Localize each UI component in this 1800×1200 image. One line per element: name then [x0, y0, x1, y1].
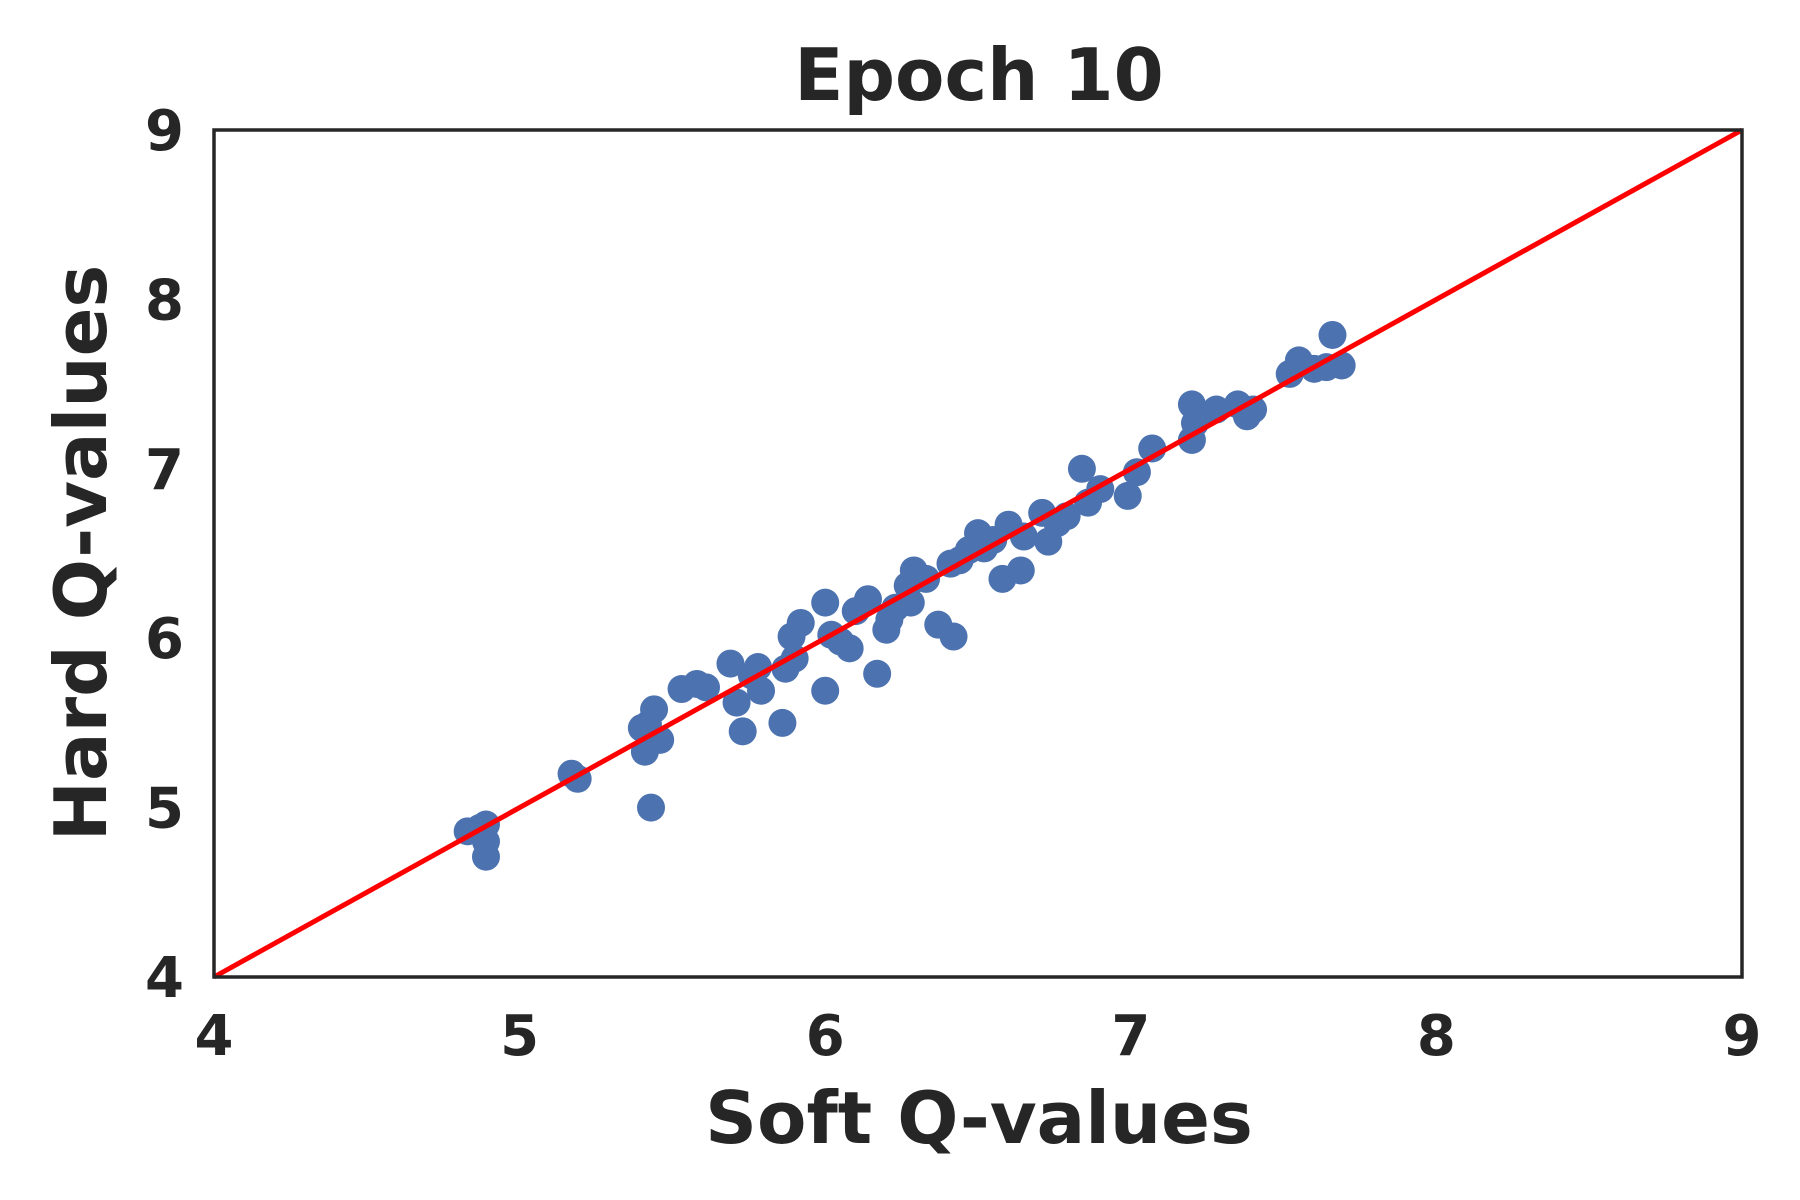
scatter-point [637, 793, 666, 822]
scatter-point [1006, 556, 1035, 585]
x-tick-label: 4 [195, 1004, 234, 1069]
chart-title: Epoch 10 [794, 33, 1163, 117]
scatter-point [786, 608, 815, 637]
scatter-point [939, 622, 968, 651]
x-tick-label: 9 [1723, 1004, 1762, 1069]
scatter-point [1318, 320, 1347, 349]
scatter-point [768, 708, 797, 737]
scatter-point [716, 649, 745, 678]
scatter-point [747, 676, 776, 705]
x-axis-label: Soft Q-values [705, 1076, 1253, 1160]
y-tick-label: 5 [145, 777, 184, 842]
scatter-point [863, 659, 892, 688]
y-axis-label: Hard Q-values [39, 265, 123, 842]
x-tick-label: 5 [500, 1004, 539, 1069]
y-tick-labels: 4 5 6 7 8 9 [145, 99, 184, 1011]
scatter-point [471, 842, 500, 871]
scatter-point [722, 688, 751, 717]
scatter-point [1113, 481, 1142, 510]
scatter-point [692, 673, 721, 702]
x-tick-label: 7 [1111, 1004, 1150, 1069]
scatter-point [1067, 454, 1096, 483]
scatter-point [811, 588, 840, 617]
plot-frame [212, 128, 1744, 979]
y-tick-label: 8 [145, 268, 184, 333]
scatter-point [835, 634, 864, 663]
x-tick-label: 6 [806, 1004, 845, 1069]
scatter-point [811, 676, 840, 705]
identity-line [212, 127, 1744, 980]
x-tick-labels: 4 5 6 7 8 9 [195, 1004, 1762, 1069]
x-tick-label: 8 [1417, 1004, 1456, 1069]
scatter-point [728, 717, 757, 746]
y-tick-label: 9 [145, 99, 184, 164]
scatter-point [853, 585, 882, 614]
scatter-point [640, 695, 669, 724]
scatter-point [1122, 458, 1151, 487]
y-tick-label: 6 [145, 607, 184, 672]
y-tick-label: 7 [145, 438, 184, 503]
y-tick-label: 4 [145, 946, 184, 1011]
